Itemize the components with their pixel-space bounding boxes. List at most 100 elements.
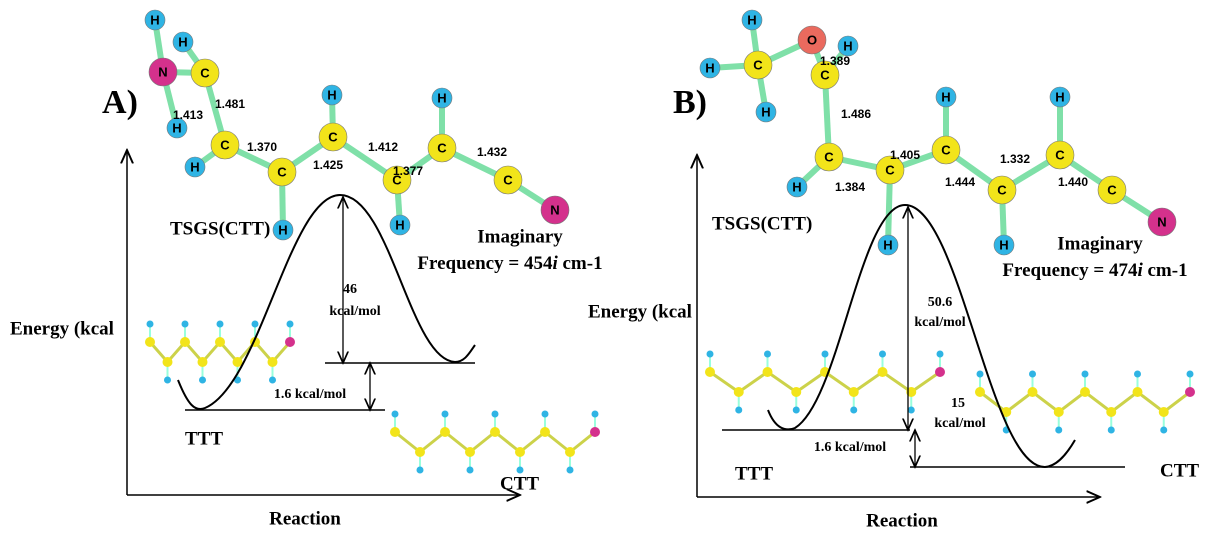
figure: HHNCHCHCHCHCHCHCN1.4131.4811.3701.4251.4… <box>0 0 1213 533</box>
atom-label: H <box>941 89 950 104</box>
imaginary-label: Imaginary <box>477 226 563 247</box>
small-atom <box>1159 407 1169 417</box>
atom-label: C <box>220 137 230 152</box>
frequency-value: Frequency = 454 <box>417 253 553 274</box>
small-atom <box>467 467 474 474</box>
atom-label: H <box>278 222 287 237</box>
bond-length: 1.481 <box>215 97 245 111</box>
small-atom <box>849 387 859 397</box>
product-label: CTT <box>1160 460 1199 481</box>
atom-label: H <box>172 120 181 135</box>
atom-label: C <box>503 172 513 187</box>
frequency-unit: cm-1 <box>1143 260 1188 281</box>
small-atom <box>440 427 450 437</box>
ts-label: TSGS(CTT) <box>170 218 270 239</box>
small-atom <box>252 321 259 328</box>
bond-length: 1.444 <box>945 175 975 189</box>
reaction-energy-label: 1.6 kcal/mol <box>814 440 886 455</box>
barrier-label: 50.6 <box>928 295 953 310</box>
atom-label: C <box>820 67 830 82</box>
barrier-label: 46 <box>343 282 357 297</box>
small-atom <box>707 351 714 358</box>
small-atom <box>287 321 294 328</box>
atom-label: H <box>395 217 404 232</box>
atom-label: N <box>1157 214 1166 229</box>
bond-length: 1.384 <box>835 180 865 194</box>
small-atom <box>735 407 742 414</box>
small-atom <box>734 387 744 397</box>
small-atom <box>1080 387 1090 397</box>
small-atom <box>1029 371 1036 378</box>
atom-label: H <box>843 38 852 53</box>
small-atom <box>417 467 424 474</box>
atom-label: H <box>437 90 446 105</box>
bond-length: 1.425 <box>313 158 343 172</box>
atom-label: C <box>200 65 210 80</box>
y-axis-label: Energy (kcal <box>588 301 692 322</box>
small-atom <box>465 447 475 457</box>
bond-length: 1.332 <box>1000 152 1030 166</box>
small-atom <box>198 357 208 367</box>
product-label: CTT <box>500 473 539 494</box>
atom-label: C <box>885 162 895 177</box>
frequency-value: Frequency = 474 <box>1002 260 1138 281</box>
small-atom <box>791 387 801 397</box>
bond-length: 1.486 <box>841 107 871 121</box>
barrier-label: kcal/mol <box>914 315 965 330</box>
panel-label: B) <box>673 84 707 121</box>
imaginary-label: Imaginary <box>1057 233 1143 254</box>
small-atom <box>1082 371 1089 378</box>
small-atom <box>1054 407 1064 417</box>
small-atom <box>490 427 500 437</box>
reactant-label: TTT <box>735 463 773 484</box>
atom-label: N <box>550 202 559 217</box>
small-atom <box>285 337 295 347</box>
energy-curve <box>768 205 1075 467</box>
atom-label: H <box>327 87 336 102</box>
atom-label: O <box>807 32 817 47</box>
bond-length: 1.432 <box>477 145 507 159</box>
small-atom <box>415 447 425 457</box>
bond-length: 1.405 <box>890 148 920 162</box>
small-atom <box>182 321 189 328</box>
atom-label: H <box>705 60 714 75</box>
small-atom <box>1187 371 1194 378</box>
small-atom <box>567 467 574 474</box>
small-atom <box>180 337 190 347</box>
atom-label: H <box>761 104 770 119</box>
atom-label: C <box>328 129 338 144</box>
small-atom <box>822 351 829 358</box>
small-atom <box>217 321 224 328</box>
atom-label: C <box>824 149 834 164</box>
small-atom <box>515 447 525 457</box>
atom-label: H <box>190 159 199 174</box>
small-atom <box>215 337 225 347</box>
small-atom <box>878 367 888 377</box>
small-atom <box>793 407 800 414</box>
atom-label: C <box>1107 182 1117 197</box>
frequency-unit: cm-1 <box>558 253 603 274</box>
energy-label: 15 <box>951 396 965 411</box>
small-atom <box>1133 387 1143 397</box>
small-atom <box>540 427 550 437</box>
bond-length: 1.440 <box>1058 175 1088 189</box>
small-atom <box>1055 427 1062 434</box>
energy-label: kcal/mol <box>934 416 985 431</box>
atom-label: C <box>941 142 951 157</box>
small-atom <box>977 371 984 378</box>
small-atom <box>542 411 549 418</box>
atom-label: H <box>747 12 756 27</box>
bond-length: 1.370 <box>247 140 277 154</box>
small-atom <box>145 337 155 347</box>
small-atom <box>937 351 944 358</box>
y-axis-label: Energy (kcal <box>10 318 114 339</box>
atom-label: H <box>178 34 187 49</box>
small-atom <box>1160 427 1167 434</box>
small-atom <box>1028 387 1038 397</box>
small-atom <box>590 427 600 437</box>
small-atom <box>442 411 449 418</box>
atom-label: H <box>792 179 801 194</box>
atom-label: C <box>997 182 1007 197</box>
small-atom <box>1134 371 1141 378</box>
atom-label: C <box>277 164 287 179</box>
